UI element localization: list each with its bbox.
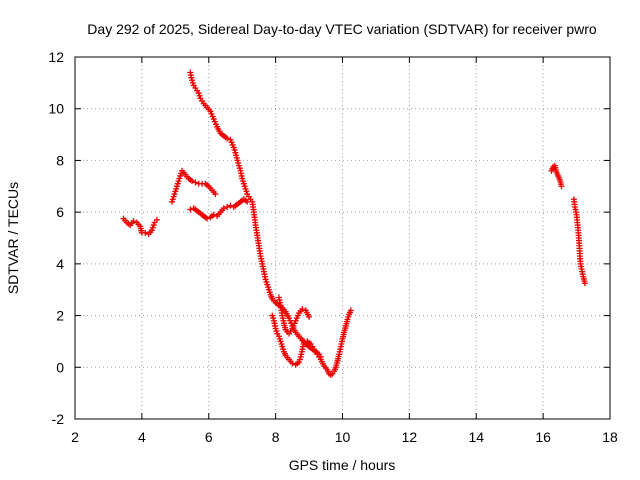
x-axis-label: GPS time / hours [289, 457, 396, 473]
data-point [189, 178, 196, 185]
data-point [244, 198, 251, 205]
data-point [130, 218, 137, 225]
x-tick-label: 4 [138, 429, 146, 445]
data-point [204, 215, 211, 222]
y-tick-label: 2 [56, 308, 64, 324]
data-point [558, 183, 565, 190]
data-point [299, 306, 306, 313]
data-point [153, 216, 160, 223]
x-tick-label: 18 [602, 429, 618, 445]
data-point [212, 191, 219, 198]
data-point [224, 135, 231, 142]
x-tick-label: 8 [272, 429, 280, 445]
chart-title: Day 292 of 2025, Sidereal Day-to-day VTE… [87, 21, 597, 37]
axis-ticks: 2 4 6 8 10 12 14 16 18 -2 0 2 4 6 8 10 12 [48, 49, 618, 445]
data-point [227, 202, 234, 209]
x-tick-label: 16 [535, 429, 551, 445]
y-tick-label: 12 [48, 49, 64, 65]
y-tick-label: 8 [56, 152, 64, 168]
data-point [192, 179, 199, 186]
data-point [187, 206, 194, 213]
data-points [120, 69, 588, 379]
data-point [289, 360, 296, 367]
data-point [210, 211, 217, 218]
x-tick-label: 10 [335, 429, 351, 445]
data-point [224, 203, 231, 210]
y-tick-label: 6 [56, 204, 64, 220]
y-tick-label: 10 [48, 101, 64, 117]
y-axis-label: SDTVAR / TECUs [5, 182, 21, 294]
x-tick-label: 12 [402, 429, 418, 445]
data-point [347, 307, 354, 314]
data-point [306, 313, 313, 320]
grid-layer [75, 57, 610, 419]
x-tick-label: 6 [205, 429, 213, 445]
x-tick-label: 2 [71, 429, 79, 445]
y-tick-label: 0 [56, 359, 64, 375]
data-point [220, 205, 227, 212]
x-tick-label: 14 [468, 429, 484, 445]
data-point [581, 280, 588, 287]
y-tick-label: 4 [56, 256, 64, 272]
data-point [142, 229, 149, 236]
y-tick-label: -2 [52, 411, 65, 427]
